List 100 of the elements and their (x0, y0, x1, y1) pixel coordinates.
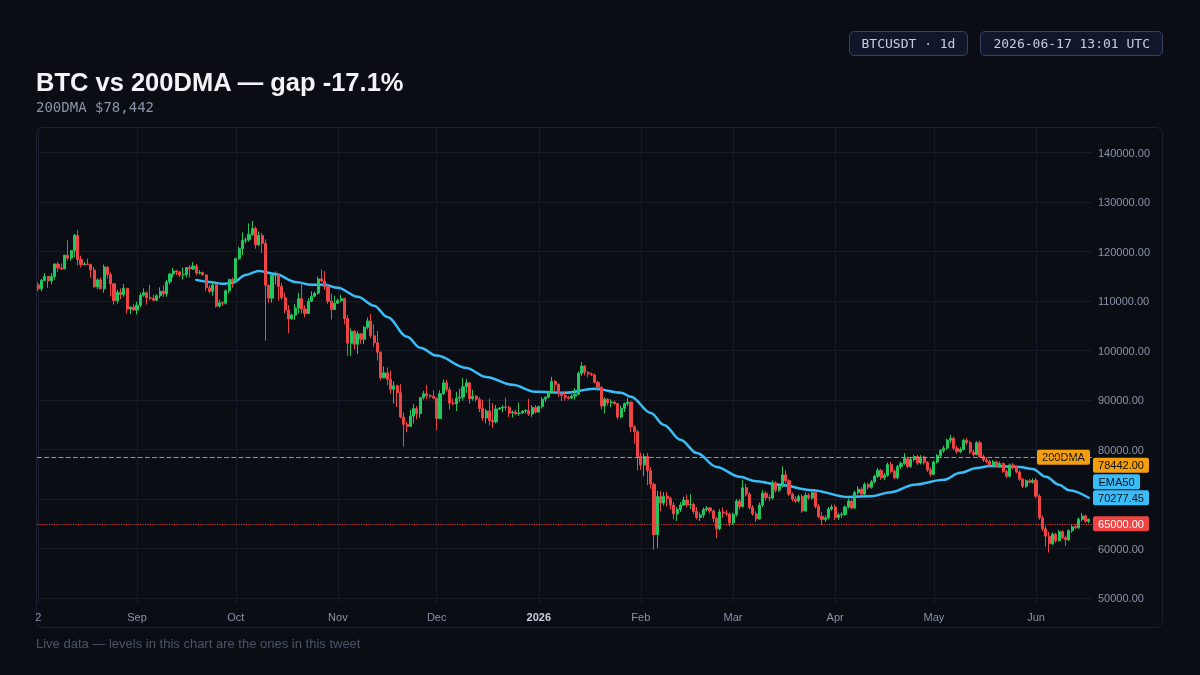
candlestick (610, 398, 613, 408)
candlestick (221, 300, 224, 307)
candlestick (116, 289, 119, 305)
candlestick (1087, 517, 1090, 524)
candlestick (53, 262, 56, 281)
candlestick (47, 275, 50, 289)
candlestick (646, 452, 649, 486)
candlestick (557, 382, 560, 398)
candlestick (66, 239, 69, 262)
candlestick (129, 306, 132, 315)
candlestick (254, 225, 257, 250)
candlestick (494, 404, 498, 424)
x-tick-label: Feb (631, 610, 651, 623)
data-label: 70277.45 (1098, 491, 1144, 504)
x-tick-label: 2 (35, 610, 42, 623)
candlestick (178, 270, 181, 278)
candlestick (952, 436, 955, 451)
candlestick (550, 376, 553, 395)
candlestick (676, 506, 679, 522)
candlestick (541, 396, 544, 410)
candlestick (567, 395, 570, 401)
candlestick (672, 501, 675, 520)
candlestick (392, 380, 395, 405)
candlestick (804, 492, 807, 513)
candlestick (162, 284, 165, 298)
candlestick (764, 490, 768, 502)
candlestick (896, 464, 899, 480)
candlestick (37, 281, 40, 292)
candlestick (1008, 462, 1011, 478)
candlestick (191, 261, 195, 271)
candlestick (215, 283, 218, 309)
candlestick (811, 489, 814, 501)
candlestick (270, 271, 274, 304)
candlestick (695, 506, 698, 520)
candlestick (83, 261, 86, 267)
candlestick (702, 507, 705, 519)
candlestick (870, 479, 873, 490)
candlestick (277, 273, 280, 302)
candlestick (850, 499, 853, 510)
candlestick (867, 482, 870, 491)
candlestick (485, 408, 488, 424)
candlestick (461, 377, 465, 402)
x-tick-label: Apr (826, 610, 845, 623)
text: BTCUSDT · 1d (848, 31, 969, 56)
candlestick (63, 254, 66, 270)
y-tick-label: 100000.00 (1098, 344, 1150, 357)
candlestick (60, 263, 63, 271)
candlestick (919, 454, 922, 465)
candlestick (119, 287, 122, 300)
text: Live data — levels in this chart are the ones in this tweet (36, 636, 361, 651)
candlestick (122, 283, 125, 298)
candlestick (886, 461, 889, 478)
x-tick-label: May (923, 610, 945, 623)
candlestick (356, 330, 359, 355)
candlestick (211, 280, 214, 297)
candlestick (1002, 461, 1005, 474)
candlestick (1025, 478, 1028, 489)
candlestick (978, 440, 982, 459)
text: 78442.00 (1098, 459, 1144, 472)
candlestick (333, 295, 336, 311)
candlestick (514, 409, 517, 416)
candlestick (692, 502, 695, 515)
y-tick-label: 90000.00 (1098, 394, 1144, 407)
candlestick (257, 230, 260, 247)
candlestick (656, 490, 659, 549)
x-tick-label: Nov (328, 610, 349, 623)
candlestick (837, 512, 840, 521)
candlestick (1054, 532, 1057, 544)
candlestick (488, 398, 491, 426)
candlestick (771, 479, 774, 501)
candlestick (699, 511, 702, 522)
candlestick (73, 233, 76, 258)
line-series (195, 269, 1090, 499)
candlestick (218, 299, 221, 309)
candlestick (975, 440, 978, 457)
candlestick (794, 495, 797, 504)
candlestick (132, 303, 135, 312)
series-label: EMA50 (1098, 475, 1135, 488)
candlestick (103, 264, 106, 294)
x-tick-label: Jun (1027, 610, 1045, 623)
candlestick (738, 498, 741, 510)
candlestick (992, 459, 995, 467)
candlestick (534, 404, 537, 414)
candlestick (198, 269, 201, 275)
candlestick (1084, 513, 1087, 524)
candlestick (564, 390, 567, 402)
candlestick (636, 429, 639, 471)
ref-line-label: 200DMA (1042, 451, 1086, 464)
candlestick (531, 404, 534, 418)
candlestick (801, 494, 804, 514)
candlestick (797, 494, 800, 504)
candlestick (741, 479, 744, 509)
candlestick (774, 480, 777, 494)
candlestick (188, 264, 191, 278)
candlestick (247, 222, 251, 243)
text: 2026-06-17 13:01 UTC (980, 31, 1163, 56)
chart-title: BTC vs 200DMA — gap -17.1% (36, 68, 404, 97)
y-tick-label: 80000.00 (1098, 443, 1144, 456)
candlestick (96, 277, 99, 290)
candlestick (481, 399, 484, 422)
